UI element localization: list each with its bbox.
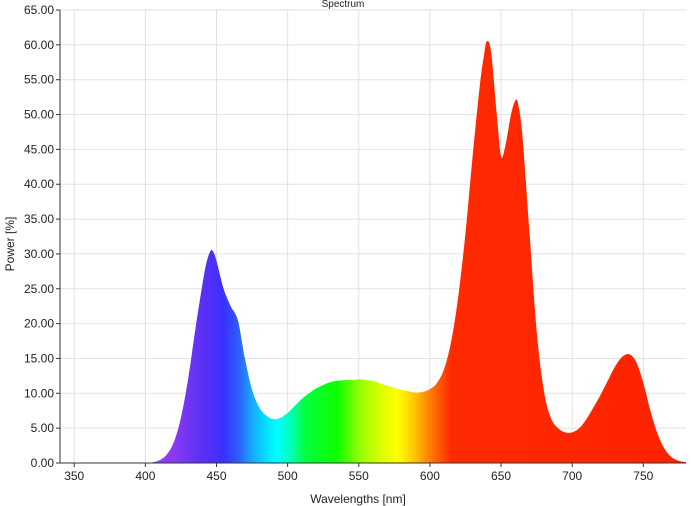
y-tick-label-2: 10.00: [24, 386, 54, 400]
x-tick-label-6: 650: [491, 469, 511, 483]
y-axis-ticks: 0.00 5.00 10.00 15.00 20.00 25.00 30.00 35.00 40…: [24, 3, 60, 470]
y-tick-label-10: 50.00: [24, 108, 54, 122]
x-tick-label-7: 700: [562, 469, 582, 483]
y-tick-label-7: 35.00: [24, 212, 54, 226]
x-axis-ticks: 350 400 450 500 550 600 650 700 750: [64, 463, 654, 483]
x-tick-label-2: 450: [206, 469, 226, 483]
x-tick-label-0: 350: [64, 469, 84, 483]
y-tick-label-9: 45.00: [24, 142, 54, 156]
y-tick-label-1: 5.00: [31, 421, 55, 435]
y-tick-label-13: 65.00: [24, 3, 54, 17]
grid: [60, 9, 686, 464]
y-tick-label-11: 55.00: [24, 73, 54, 87]
y-tick-label-8: 40.00: [24, 177, 54, 191]
y-tick-label-0: 0.00: [31, 456, 55, 470]
y-tick-label-12: 60.00: [24, 38, 54, 52]
spectrum-area: [74, 41, 687, 464]
y-axis-label: Power [%]: [3, 217, 17, 272]
y-tick-label-3: 15.00: [24, 351, 54, 365]
x-tick-label-1: 400: [135, 469, 155, 483]
y-tick-label-4: 20.00: [24, 317, 54, 331]
x-tick-label-4: 550: [349, 469, 369, 483]
axes: [59, 10, 686, 464]
x-tick-label-3: 500: [278, 469, 298, 483]
y-tick-label-6: 30.00: [24, 247, 54, 261]
chart-title: Spectrum: [322, 0, 365, 10]
x-tick-label-8: 750: [633, 469, 653, 483]
x-tick-label-5: 600: [420, 469, 440, 483]
y-tick-label-5: 25.00: [24, 282, 54, 296]
x-axis-label: Wavelengths [nm]: [310, 492, 406, 506]
